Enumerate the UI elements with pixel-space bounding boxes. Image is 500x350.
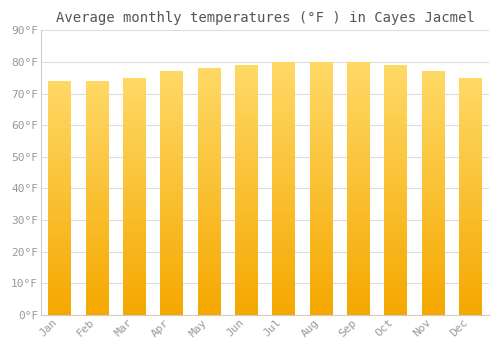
Bar xyxy=(310,62,332,315)
Bar xyxy=(86,81,108,315)
Bar xyxy=(272,62,295,315)
Bar xyxy=(384,65,407,315)
Bar xyxy=(235,65,258,315)
Bar xyxy=(160,71,183,315)
Bar xyxy=(48,81,71,315)
Bar xyxy=(422,71,444,315)
Bar xyxy=(198,68,220,315)
Bar xyxy=(459,78,481,315)
Bar xyxy=(347,62,370,315)
Title: Average monthly temperatures (°F ) in Cayes Jacmel: Average monthly temperatures (°F ) in Ca… xyxy=(56,11,474,25)
Bar xyxy=(123,78,146,315)
